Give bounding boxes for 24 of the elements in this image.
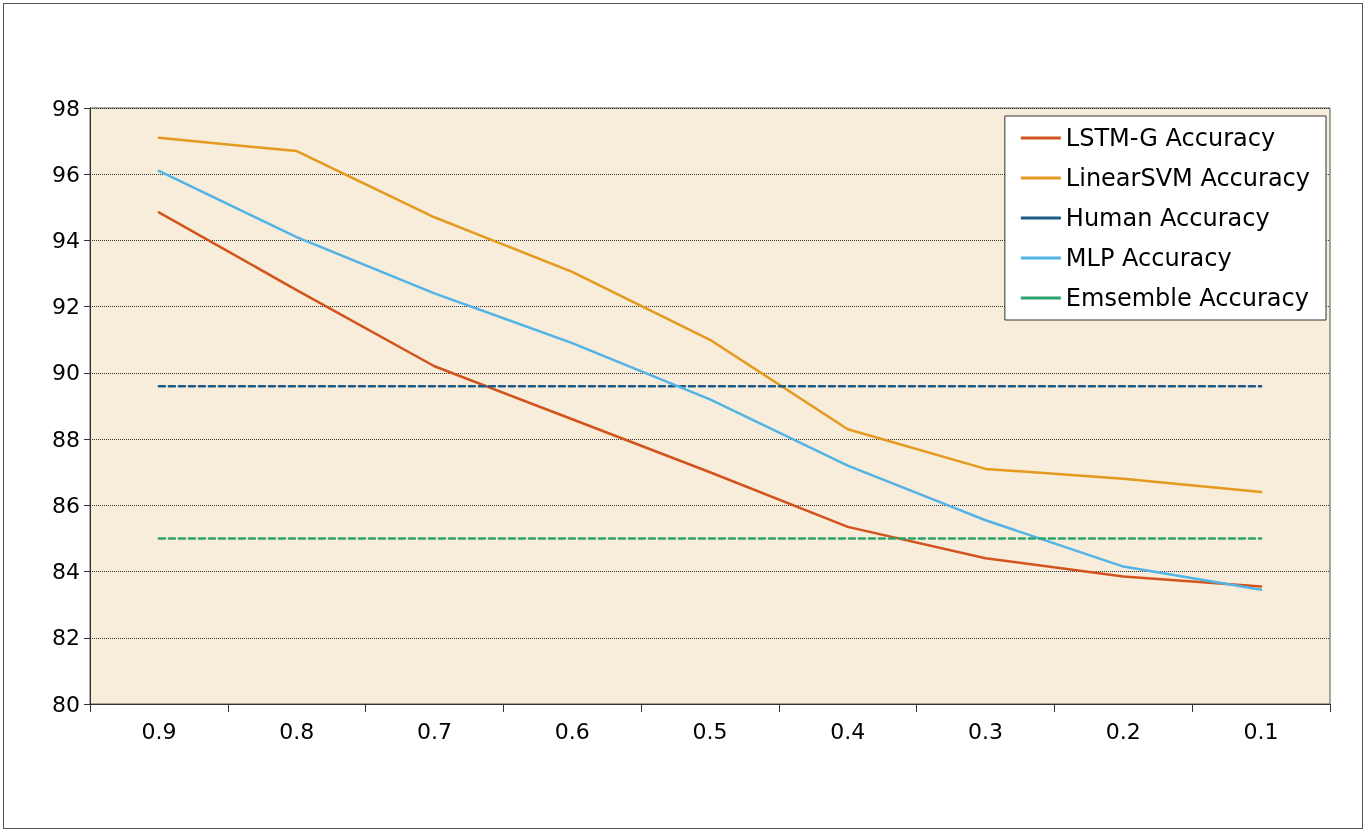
x-tick-label: 0.6 [554,718,590,744]
x-tick-label: 0.7 [416,718,452,744]
x-tick-label: 0.1 [1243,718,1279,744]
y-tick-label: 92 [52,294,80,320]
y-tick-label: 86 [52,492,80,518]
y-tick-label: 98 [52,95,80,121]
x-tick-label: 0.3 [968,718,1004,744]
x-tick-label: 0.9 [141,718,177,744]
legend-label: MLP Accuracy [1065,244,1232,272]
y-tick-label: 94 [52,227,80,253]
y-tick-label: 88 [52,426,80,452]
x-tick-label: 0.8 [279,718,315,744]
x-tick-label: 0.4 [830,718,866,744]
legend-label: Emsemble Accuracy [1065,284,1309,312]
y-tick-label: 84 [52,559,80,585]
y-tick-label: 82 [52,625,80,651]
x-tick-label: 0.2 [1105,718,1141,744]
legend-label: LSTM-G Accuracy [1065,124,1276,152]
y-tick-label: 80 [52,691,80,717]
legend-label: Human Accuracy [1065,204,1270,232]
y-tick-label: 96 [52,161,80,187]
x-tick-label: 0.5 [692,718,728,744]
y-tick-label: 90 [52,360,80,386]
legend-label: LinearSVM Accuracy [1065,164,1311,192]
